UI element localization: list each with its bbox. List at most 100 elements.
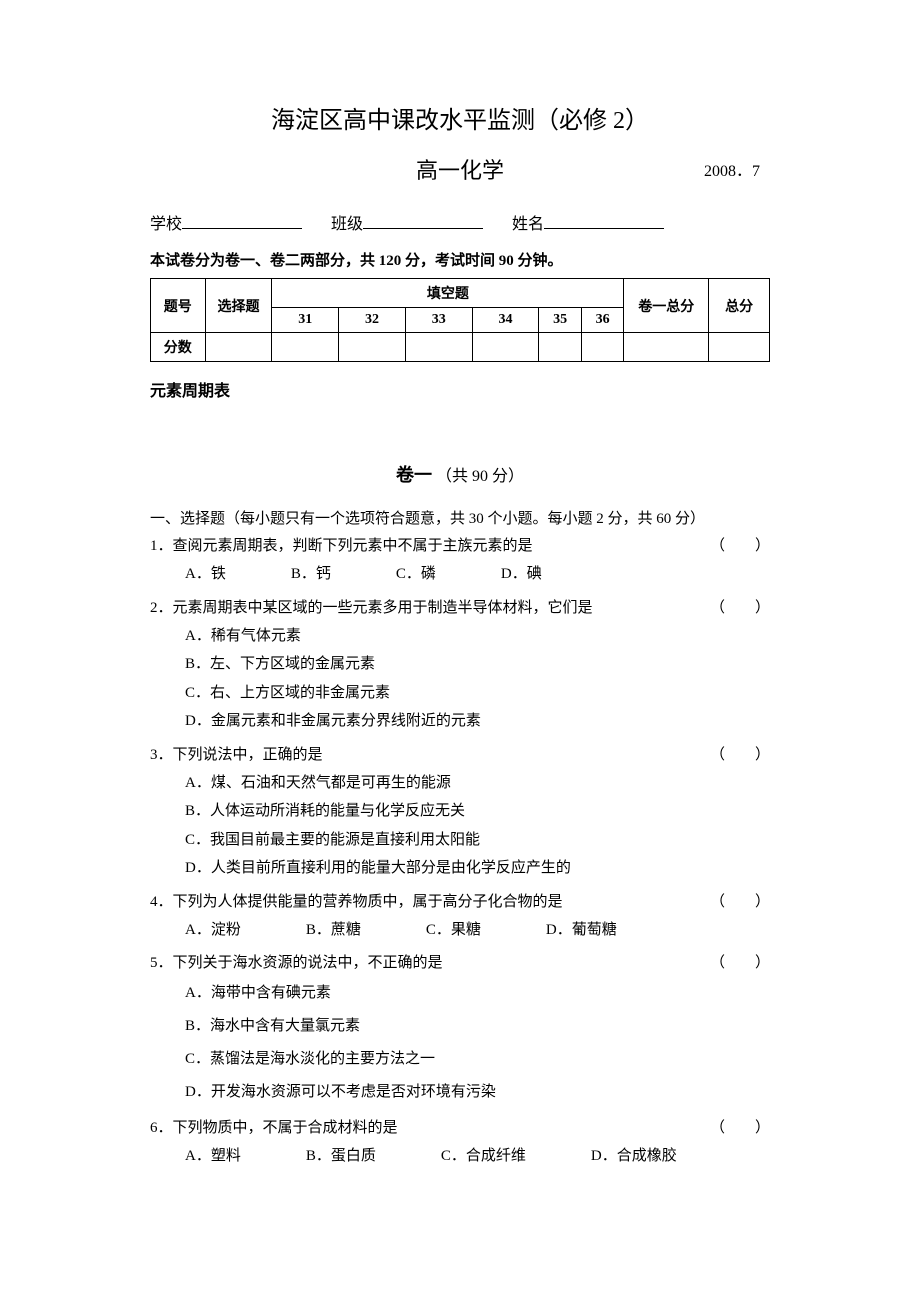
option-d: D．金属元素和非金属元素分界线附近的元素 <box>185 707 770 736</box>
answer-paren: （ ） <box>710 595 770 622</box>
option-d: D．葡萄糖 <box>546 916 617 945</box>
option-c: C．合成纤维 <box>441 1142 526 1171</box>
option-b: B．蔗糖 <box>306 916 361 945</box>
question-number: 4． <box>150 894 173 910</box>
fill-33: 33 <box>405 308 472 333</box>
question-5: 5．下列关于海水资源的说法中，不正确的是 （ ）A．海带中含有碘元素B．海水中含有… <box>150 950 770 1109</box>
option-d: D．碘 <box>501 560 542 589</box>
question-body: 下列说法中，正确的是 <box>173 747 323 763</box>
part-one-title: 卷一 （共 90 分） <box>150 461 770 487</box>
question-body: 查阅元素周期表，判断下列元素中不属于主族元素的是 <box>173 538 533 554</box>
class-blank <box>363 228 483 229</box>
col-part1-total: 卷一总分 <box>624 279 709 333</box>
option-a: A．稀有气体元素 <box>185 622 770 651</box>
score-cell <box>472 333 539 362</box>
exam-title: 海淀区高中课改水平监测（必修 2） <box>150 100 770 135</box>
school-label: 学校 <box>150 216 182 233</box>
school-blank <box>182 228 302 229</box>
question-body: 元素周期表中某区域的一些元素多用于制造半导体材料，它们是 <box>173 600 593 616</box>
name-label: 姓名 <box>512 216 544 233</box>
question-body: 下列关于海水资源的说法中，不正确的是 <box>173 955 443 971</box>
score-cell <box>539 333 581 362</box>
score-cell <box>405 333 472 362</box>
answer-paren: （ ） <box>710 1115 770 1142</box>
question-body: 下列为人体提供能量的营养物质中，属于高分子化合物的是 <box>173 894 563 910</box>
option-c: C．右、上方区域的非金属元素 <box>185 679 770 708</box>
option-a: A．铁 <box>185 560 226 589</box>
score-cell <box>581 333 623 362</box>
option-b: B．人体运动所消耗的能量与化学反应无关 <box>185 797 770 826</box>
exam-date: 2008．7 <box>704 157 760 181</box>
question-text: 1．查阅元素周期表，判断下列元素中不属于主族元素的是 （ ） <box>150 533 770 560</box>
part-one-bold: 卷一 <box>396 465 432 485</box>
option-b: B．海水中含有大量氯元素 <box>185 1010 770 1043</box>
fill-35: 35 <box>539 308 581 333</box>
options-row: A．淀粉 B．蔗糖 C．果糖 D．葡萄糖 <box>150 916 770 945</box>
answer-paren: （ ） <box>710 889 770 916</box>
question-text: 3．下列说法中，正确的是 （ ） <box>150 742 770 769</box>
question-number: 1． <box>150 538 173 554</box>
question-1: 1．查阅元素周期表，判断下列元素中不属于主族元素的是 （ ） A．铁 B．钙 C．磷 D．… <box>150 533 770 589</box>
col-fill: 填空题 <box>272 279 624 308</box>
options-row: A．塑料 B．蛋白质 C．合成纤维 D．合成橡胶 <box>150 1142 770 1171</box>
question-number: 2． <box>150 600 173 616</box>
score-cell <box>272 333 339 362</box>
score-cell <box>709 333 770 362</box>
question-3: 3．下列说法中，正确的是 （ ）A．煤、石油和天然气都是可再生的能源B．人体运动所… <box>150 742 770 883</box>
col-choice: 选择题 <box>205 279 272 333</box>
options-block: A．稀有气体元素B．左、下方区域的金属元素C．右、上方区域的非金属元素D．金属元… <box>150 622 770 736</box>
section-one-header: 一、选择题（每小题只有一个选项符合题意，共 30 个小题。每小题 2 分，共 6… <box>150 507 770 528</box>
col-question-num: 题号 <box>151 279 206 333</box>
option-b: B．左、下方区域的金属元素 <box>185 650 770 679</box>
score-cell <box>339 333 406 362</box>
student-info-row: 学校 班级 姓名 <box>150 210 770 234</box>
score-cell <box>624 333 709 362</box>
option-d: D．开发海水资源可以不考虑是否对环境有污染 <box>185 1076 770 1109</box>
option-d: D．人类目前所直接利用的能量大部分是由化学反应产生的 <box>185 854 770 883</box>
row-score-label: 分数 <box>151 333 206 362</box>
subtitle-row: 高一化学 2008．7 <box>150 153 770 185</box>
option-b: B．蛋白质 <box>306 1142 376 1171</box>
option-c: C．磷 <box>396 560 436 589</box>
option-b: B．钙 <box>291 560 331 589</box>
question-text: 6．下列物质中，不属于合成材料的是 （ ） <box>150 1115 770 1142</box>
option-d: D．合成橡胶 <box>591 1142 677 1171</box>
question-number: 5． <box>150 955 173 971</box>
question-6: 6．下列物质中，不属于合成材料的是 （ ） A．塑料 B．蛋白质 C．合成纤维 D．合成橡… <box>150 1115 770 1171</box>
option-a: A．海带中含有碘元素 <box>185 977 770 1010</box>
fill-34: 34 <box>472 308 539 333</box>
class-label: 班级 <box>331 216 363 233</box>
question-body: 下列物质中，不属于合成材料的是 <box>173 1120 398 1136</box>
questions-container: 1．查阅元素周期表，判断下列元素中不属于主族元素的是 （ ） A．铁 B．钙 C．磷 D．… <box>150 533 770 1171</box>
name-blank <box>544 228 664 229</box>
section-label: 元素周期表 <box>150 377 770 401</box>
question-2: 2．元素周期表中某区域的一些元素多用于制造半导体材料，它们是 （ ）A．稀有气体元… <box>150 595 770 736</box>
answer-paren: （ ） <box>710 742 770 769</box>
score-cell <box>205 333 272 362</box>
col-total: 总分 <box>709 279 770 333</box>
fill-31: 31 <box>272 308 339 333</box>
question-number: 3． <box>150 747 173 763</box>
option-a: A．煤、石油和天然气都是可再生的能源 <box>185 769 770 798</box>
options-block: A．海带中含有碘元素B．海水中含有大量氯元素C．蒸馏法是海水淡化的主要方法之一D… <box>150 977 770 1109</box>
question-text: 4．下列为人体提供能量的营养物质中，属于高分子化合物的是 （ ） <box>150 889 770 916</box>
option-a: A．淀粉 <box>185 916 241 945</box>
fill-36: 36 <box>581 308 623 333</box>
question-4: 4．下列为人体提供能量的营养物质中，属于高分子化合物的是 （ ） A．淀粉 B．蔗糖 C… <box>150 889 770 945</box>
options-block: A．煤、石油和天然气都是可再生的能源B．人体运动所消耗的能量与化学反应无关C．我… <box>150 769 770 883</box>
question-text: 5．下列关于海水资源的说法中，不正确的是 （ ） <box>150 950 770 977</box>
score-table: 题号 选择题 填空题 卷一总分 总分 31 32 33 34 35 36 分数 <box>150 278 770 362</box>
options-row: A．铁 B．钙 C．磷 D．碘 <box>150 560 770 589</box>
question-text: 2．元素周期表中某区域的一些元素多用于制造半导体材料，它们是 （ ） <box>150 595 770 622</box>
part-one-note: （共 90 分） <box>436 468 524 485</box>
option-c: C．蒸馏法是海水淡化的主要方法之一 <box>185 1043 770 1076</box>
option-c: C．我国目前最主要的能源是直接利用太阳能 <box>185 826 770 855</box>
option-c: C．果糖 <box>426 916 481 945</box>
exam-subtitle: 高一化学 <box>150 153 770 185</box>
answer-paren: （ ） <box>710 533 770 560</box>
question-number: 6． <box>150 1120 173 1136</box>
exam-instruction: 本试卷分为卷一、卷二两部分，共 120 分，考试时间 90 分钟。 <box>150 249 770 270</box>
answer-paren: （ ） <box>710 950 770 977</box>
fill-32: 32 <box>339 308 406 333</box>
option-a: A．塑料 <box>185 1142 241 1171</box>
